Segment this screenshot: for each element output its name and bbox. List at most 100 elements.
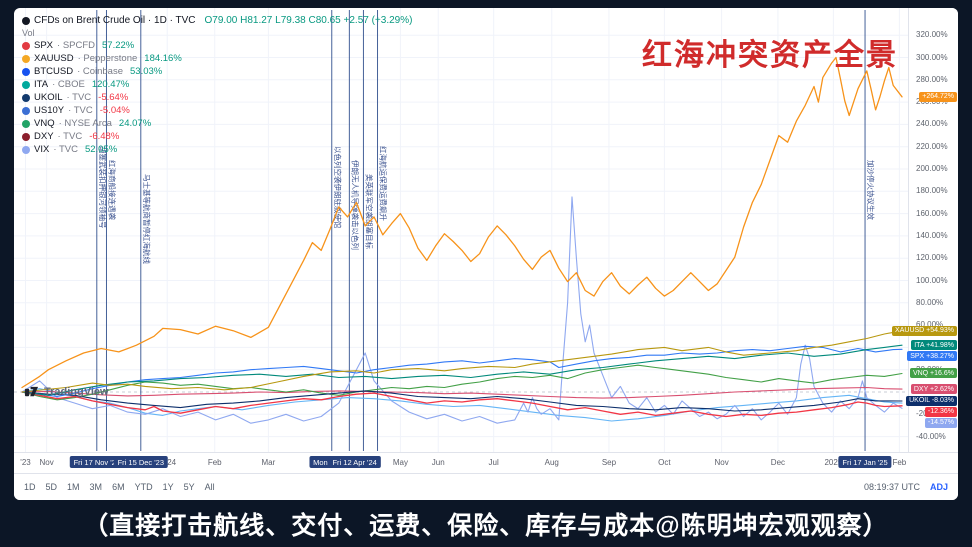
- y-axis-tick: 80.00%: [916, 297, 944, 307]
- price-label: SPX +38.27%: [907, 351, 957, 362]
- y-axis-tick: 300.00%: [916, 52, 948, 62]
- legend-symbol: BTCUSD: [34, 66, 74, 77]
- legend-value: 184.16%: [144, 53, 182, 64]
- bottom-toolbar: 1D 5D 1M 3M 6M YTD 1Y 5Y All 08:19:37 UTC ADJ: [14, 473, 958, 500]
- date-label: Feb: [207, 458, 222, 467]
- price-label: ITA +41.98%: [911, 340, 957, 351]
- series-line-BTCUSD[interactable]: [21, 56, 903, 389]
- range-button-ytd[interactable]: YTD: [134, 482, 153, 492]
- tradingview-logo-icon: [24, 386, 39, 397]
- date-label: Jun: [431, 458, 445, 467]
- range-button-1y[interactable]: 1Y: [162, 482, 174, 492]
- series-line-UKOIL[interactable]: [21, 390, 903, 412]
- spx-symbol-icon: [22, 41, 30, 50]
- legend-symbol: SPX: [34, 40, 54, 51]
- range-button-1m[interactable]: 1M: [67, 482, 80, 492]
- range-selector: 1D 5D 1M 3M 6M YTD 1Y 5Y All: [24, 482, 225, 492]
- date-label: Oct: [658, 458, 671, 467]
- date-label: May: [392, 458, 408, 467]
- legend-item-VNQ[interactable]: VNQ · NYSE Arca 24.07%: [22, 117, 412, 130]
- legend-exchange: · Pepperstone: [77, 53, 138, 64]
- event-label: 加沙停火协议生效: [866, 160, 876, 220]
- xauusd-symbol-icon: [22, 54, 30, 63]
- range-button-5d[interactable]: 5D: [45, 482, 58, 492]
- date-label: Sep: [601, 458, 617, 467]
- date-label: Mar: [261, 458, 276, 467]
- date-label: 2025: [824, 458, 843, 467]
- series-line-Brent[interactable]: [21, 391, 903, 418]
- y-axis-tick: 200.00%: [916, 164, 948, 173]
- event-date-label: Fri 17 Nov '23: [69, 456, 125, 468]
- y-axis-tick: 180.00%: [916, 186, 948, 196]
- chart-canvas[interactable]: 胡塞武装扣押银河领袖号 红海商船接连遇袭 马士基等航商暂停红海航线 以色列空袭伊朗驻叙…: [14, 8, 908, 453]
- y-axis-tick: 140.00%: [916, 230, 948, 240]
- legend-exchange: · TVC: [68, 105, 93, 116]
- series-line-SPX[interactable]: [21, 345, 903, 398]
- btcusd-symbol-icon: [22, 67, 30, 76]
- range-button-3m[interactable]: 3M: [89, 482, 103, 492]
- legend-item-US10Y[interactable]: US10Y · TVC -5.04%: [22, 104, 412, 117]
- legend-item-BTCUSD[interactable]: BTCUSD · Coinbase 53.03%: [22, 65, 412, 78]
- legend-symbol: XAUUSD: [34, 53, 74, 64]
- y-axis-tick: 280.00%: [916, 74, 948, 84]
- y-axis-tick: 320.00%: [916, 30, 948, 40]
- tradingview-attribution[interactable]: TradingView: [24, 384, 109, 399]
- legend-symbol: ITA: [34, 79, 49, 90]
- series-line-DXY[interactable]: [21, 386, 903, 399]
- event-label: 红海航运保费运费飙升: [379, 146, 389, 221]
- date-label: Nov: [39, 458, 54, 467]
- legend: CFDs on Brent Crude Oil · 1D · TVC O79.0…: [22, 14, 412, 156]
- price-label: DXY +2.62%: [910, 384, 957, 395]
- y-axis-tick: 220.00%: [916, 141, 948, 151]
- legend-exchange: · TVC: [57, 131, 83, 142]
- legend-item-XAUUSD[interactable]: XAUUSD · Pepperstone 184.16%: [22, 52, 412, 65]
- legend-value: 24.07%: [118, 118, 152, 129]
- volume-label: Vol: [22, 28, 35, 38]
- legend-value: 120.47%: [91, 79, 130, 90]
- date-label: Feb: [892, 458, 907, 467]
- y-axis-tick: 160.00%: [916, 208, 948, 218]
- series-line-ITA[interactable]: [21, 344, 903, 396]
- range-button-all[interactable]: All: [204, 482, 215, 492]
- event-label: 以色列空袭伊朗驻叙使馆: [333, 146, 343, 229]
- price-label: UKOIL -8.03%: [906, 395, 957, 406]
- range-button-5y[interactable]: 5Y: [183, 482, 195, 492]
- date-label: '23: [20, 458, 31, 467]
- legend-item-VIX[interactable]: VIX · TVC 52.05%: [22, 143, 412, 156]
- legend-value: 57.22%: [102, 40, 135, 51]
- price-label: -14.57%: [924, 417, 957, 428]
- series-line-VIX[interactable]: [21, 196, 903, 424]
- legend-value: -6.48%: [89, 131, 120, 142]
- range-button-6m[interactable]: 6M: [112, 482, 125, 492]
- event-date-label: Fri 12 Apr '24: [328, 456, 381, 468]
- y-axis-tick: -40.00%: [916, 431, 946, 441]
- adj-toggle[interactable]: ADJ: [929, 482, 948, 492]
- legend-value: -5.04%: [99, 105, 130, 116]
- legend-symbol: VNQ: [34, 118, 55, 129]
- legend-item-SPX[interactable]: SPX · SPCFD 57.22%: [22, 39, 412, 52]
- caption-text: （直接打击航线、交付、运费、保险、库存与成本@陈明坤宏观观察）: [83, 511, 889, 540]
- legend-exchange: · CBOE: [52, 79, 85, 90]
- legend-item-DXY[interactable]: DXY · TVC -6.48%: [22, 130, 412, 143]
- legend-volume-row[interactable]: Vol: [22, 27, 412, 39]
- chart-area[interactable]: 胡塞武装扣押银河领袖号 红海商船接连遇袭 马士基等航商暂停红海航线 以色列空袭伊朗驻叙…: [14, 8, 958, 453]
- date-label: Dec: [770, 458, 786, 467]
- vix-symbol-icon: [22, 145, 30, 154]
- chart-title-overlay: 红海冲突资产全景: [642, 39, 898, 72]
- legend-item-ITA[interactable]: ITA · CBOE 120.47%: [22, 78, 412, 91]
- legend-value: 52.05%: [84, 144, 118, 155]
- series-line-VNQ[interactable]: [21, 364, 903, 401]
- range-button-1d[interactable]: 1D: [24, 482, 36, 492]
- legend-item-UKOIL[interactable]: UKOIL · TVC -5.64%: [22, 91, 412, 104]
- legend-exchange: · SPCFD: [57, 40, 96, 51]
- date-label: Nov: [714, 458, 729, 467]
- legend-exchange: · Coinbase: [77, 66, 124, 77]
- legend-value: 53.03%: [130, 66, 163, 77]
- ita-symbol-icon: [22, 80, 30, 89]
- price-scale[interactable]: -40.00%-20.00%0.00%20.00%40.00%60.00%80.…: [892, 8, 958, 453]
- series-line-XAUUSD[interactable]: [21, 330, 903, 393]
- legend-main-series[interactable]: CFDs on Brent Crude Oil · 1D · TVC O79.0…: [22, 14, 412, 27]
- main-series-title: CFDs on Brent Crude Oil · 1D · TVC: [34, 15, 196, 26]
- tradingview-wordmark: TradingView: [44, 385, 109, 398]
